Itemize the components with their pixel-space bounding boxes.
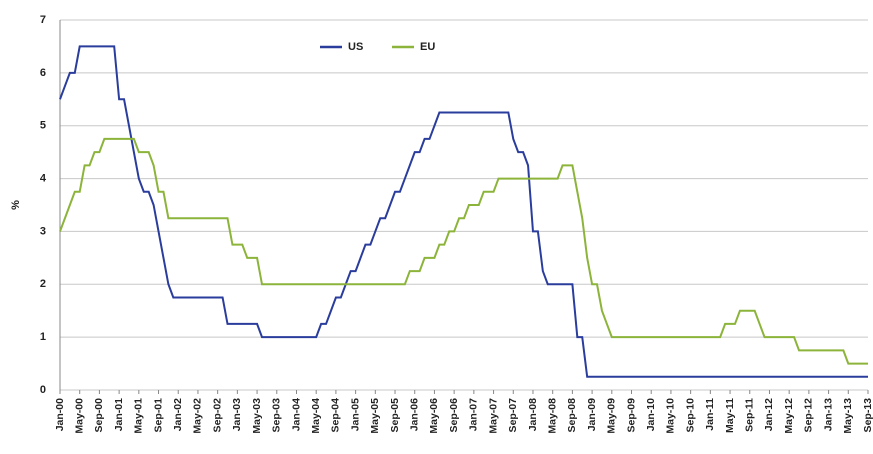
x-tick-label: Sep-12 [803, 398, 815, 433]
line-series [59, 137, 868, 365]
x-tick-label: Jan-01 [113, 398, 125, 431]
x-tick-label: Sep-04 [330, 398, 342, 433]
x-tick-label: Sep-10 [684, 398, 696, 433]
x-tick-label: Jan-11 [704, 398, 716, 431]
y-tick-label: 1 [40, 331, 46, 343]
x-tick-label: May-08 [546, 398, 558, 434]
x-tick-label: Sep-02 [211, 398, 223, 433]
x-tick-label: Jan-13 [822, 398, 834, 431]
y-tick-label: 0 [40, 384, 46, 396]
x-tick-label: Jan-03 [231, 398, 243, 431]
y-tick-label: 4 [40, 172, 47, 184]
x-tick-label: Sep-13 [862, 398, 873, 433]
x-tick-label: Jan-12 [763, 398, 775, 431]
x-tick-label: Sep-07 [507, 398, 519, 433]
y-tick-label: 6 [40, 67, 46, 79]
x-tick-label: Jan-07 [468, 398, 480, 431]
legend-label: EU [420, 41, 435, 53]
x-tick-label: Jan-00 [54, 398, 66, 431]
x-tick-label: Sep-00 [93, 398, 105, 433]
line-series [59, 45, 868, 378]
x-tick-label: Sep-05 [389, 398, 401, 433]
x-tick-label: Sep-03 [271, 398, 283, 433]
x-tick-label: Sep-09 [625, 398, 637, 433]
x-tick-label: May-04 [310, 398, 322, 434]
x-tick-label: Sep-11 [744, 398, 756, 432]
x-tick-label: Jan-05 [349, 398, 361, 431]
x-tick-label: Jan-10 [645, 398, 657, 431]
x-tick-label: Jan-04 [290, 398, 302, 431]
x-tick-label: Jan-06 [409, 398, 421, 431]
x-tick-label: Jan-09 [586, 398, 598, 431]
y-tick-label: 3 [40, 225, 46, 237]
x-tick-label: May-06 [428, 398, 440, 434]
legend-label: US [348, 41, 363, 53]
x-tick-label: May-02 [192, 398, 204, 434]
x-tick-label: May-07 [487, 398, 499, 434]
y-tick-label: 7 [40, 14, 46, 26]
x-tick-label: May-05 [369, 398, 381, 434]
x-tick-label: May-00 [73, 398, 85, 434]
x-tick-label: May-09 [606, 398, 618, 434]
x-tick-label: May-11 [724, 398, 736, 433]
y-tick-label: 5 [40, 120, 46, 132]
x-tick-label: May-10 [665, 398, 677, 434]
x-tick-label: Sep-06 [448, 398, 460, 433]
x-tick-label: May-03 [251, 398, 263, 434]
x-tick-label: May-13 [842, 398, 854, 434]
x-tick-label: May-12 [783, 398, 795, 434]
y-tick-label: 2 [40, 278, 46, 290]
x-tick-label: Jan-08 [527, 398, 539, 431]
x-tick-label: May-01 [133, 398, 145, 434]
x-tick-label: Jan-02 [172, 398, 184, 431]
y-axis-label: % [10, 200, 22, 210]
x-tick-label: Sep-01 [152, 398, 164, 433]
x-tick-label: Sep-08 [566, 398, 578, 433]
